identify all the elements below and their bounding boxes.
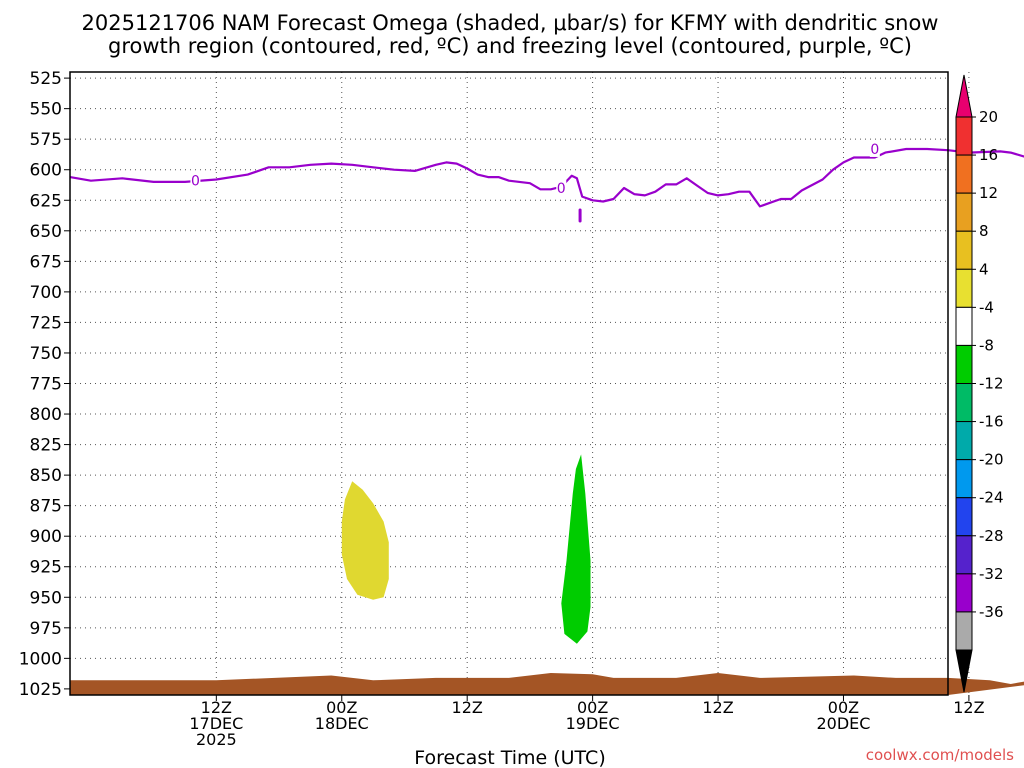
colorbar-segment-12 <box>955 535 973 575</box>
xtick-label-72-0: 00Z <box>828 698 859 717</box>
ytick-label-550: 550 <box>30 100 62 120</box>
xtick-label-24-1: 18DEC <box>315 714 369 733</box>
credit-text: coolwx.com/models <box>866 746 1014 764</box>
colorbar-label-2: 12 <box>979 184 998 202</box>
colorbar-segment-3 <box>955 192 973 232</box>
y-axis-ticks: 525 550 575 600 625 650 675 700 725 750 775 800 825 8… <box>19 69 70 700</box>
colorbar-segment-7 <box>955 344 973 384</box>
colorbar-top-triangle <box>955 74 973 118</box>
ytick-label-650: 650 <box>30 222 62 242</box>
ytick-label-625: 625 <box>30 191 62 211</box>
terrain-fill <box>70 673 1024 695</box>
colorbar-segment-11 <box>955 497 973 537</box>
colorbar: 20 16 12 8 4 -4 -8 -12 -16 -20 -24 -28 -32 -36 <box>955 74 1004 693</box>
x-axis-label: Forecast Time (UTC) <box>414 747 605 768</box>
xtick-label-12-1: 17DEC <box>189 714 243 733</box>
ytick-label-950: 950 <box>30 588 62 608</box>
ytick-label-900: 900 <box>30 527 62 547</box>
chart-title-line1: 2025121706 NAM Forecast Omega (shaded, μ… <box>82 11 939 35</box>
freezing-level-line <box>69 147 1024 208</box>
ytick-label-775: 775 <box>30 375 62 395</box>
freezing-label-bg-2 <box>869 140 880 157</box>
freezing-level-contour: 0 0 0 <box>69 140 1024 223</box>
colorbar-label-4: 4 <box>979 260 989 278</box>
colorbar-label-3: 8 <box>979 222 989 240</box>
ytick-label-750: 750 <box>30 344 62 364</box>
colorbar-label-0: 20 <box>979 108 998 126</box>
ytick-label-1000: 1000 <box>19 649 62 669</box>
freezing-level-label-1: 0 <box>557 181 566 197</box>
xtick-label-12-2: 2025 <box>196 730 237 749</box>
plot-frame <box>69 71 949 696</box>
freezing-label-bg-1 <box>556 180 567 197</box>
ytick-label-975: 975 <box>30 619 62 639</box>
omega-shading <box>341 454 591 644</box>
ytick-label-875: 875 <box>30 497 62 517</box>
freezing-label-bg-0 <box>190 172 201 189</box>
xtick-label-84-0: 12Z <box>953 698 984 717</box>
colorbar-segment-2 <box>955 154 973 194</box>
xtick-label-72-1: 20DEC <box>816 714 870 733</box>
colorbar-segment-14 <box>955 611 973 651</box>
xtick-label-36-0: 12Z <box>452 698 483 717</box>
ytick-label-725: 725 <box>30 313 62 333</box>
colorbar-label-12: -32 <box>979 565 1004 583</box>
colorbar-segment-10 <box>955 459 973 499</box>
colorbar-segment-8 <box>955 383 973 423</box>
colorbar-label-8: -16 <box>979 413 1004 431</box>
colorbar-label-9: -20 <box>979 451 1004 469</box>
colorbar-segment-13 <box>955 573 973 613</box>
colorbar-label-10: -24 <box>979 489 1004 507</box>
xtick-label-24-0: 00Z <box>326 698 357 717</box>
colorbar-segment-1 <box>955 116 973 156</box>
xtick-label-60-0: 12Z <box>702 698 733 717</box>
xtick-label-12-0: 12Z <box>201 698 232 717</box>
colorbar-label-7: -12 <box>979 375 1004 393</box>
ytick-label-800: 800 <box>30 405 62 425</box>
xtick-label-48-1: 19DEC <box>566 714 620 733</box>
chart-title-line2: growth region (contoured, red, ºC) and f… <box>108 34 912 58</box>
ytick-label-525: 525 <box>30 69 62 89</box>
terrain-surface <box>70 673 1024 695</box>
omega-blob-1 <box>561 454 591 644</box>
colorbar-label-11: -28 <box>979 527 1004 545</box>
ytick-label-675: 675 <box>30 252 62 272</box>
colorbar-label-5: -4 <box>979 298 994 316</box>
colorbar-segment-9 <box>955 421 973 461</box>
ytick-label-850: 850 <box>30 466 62 486</box>
freezing-level-label-0: 0 <box>191 174 200 190</box>
ytick-label-925: 925 <box>30 558 62 578</box>
colorbar-bottom-triangle <box>955 649 973 693</box>
ytick-label-600: 600 <box>30 161 62 181</box>
ytick-label-575: 575 <box>30 130 62 150</box>
ytick-label-825: 825 <box>30 436 62 456</box>
freezing-level-label-2: 0 <box>870 142 879 158</box>
ytick-label-700: 700 <box>30 283 62 303</box>
colorbar-label-6: -8 <box>979 336 994 354</box>
colorbar-label-1: 16 <box>979 146 998 164</box>
ytick-label-1025: 1025 <box>19 680 62 700</box>
xtick-label-48-0: 00Z <box>577 698 608 717</box>
gridlines <box>70 72 970 695</box>
colorbar-segment-4 <box>955 230 973 270</box>
colorbar-segment-6 <box>955 306 973 346</box>
colorbar-segment-5 <box>955 268 973 308</box>
omega-blob-0 <box>341 481 389 600</box>
colorbar-label-13: -36 <box>979 603 1004 621</box>
